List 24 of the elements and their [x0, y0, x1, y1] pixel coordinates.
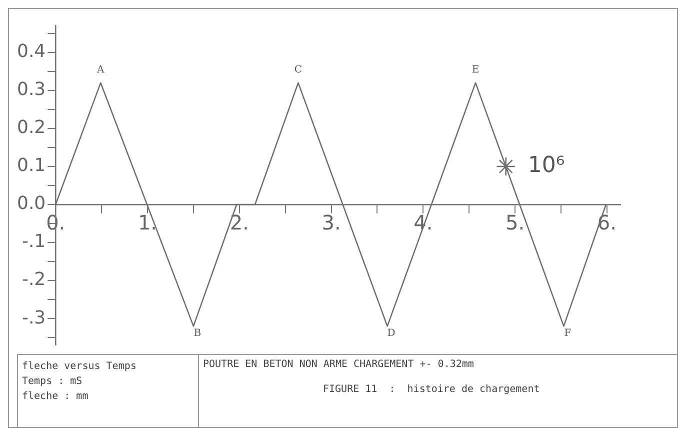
y-tick-label: 0.0 [16, 193, 46, 214]
text: POUTRE EN BETON NON ARME CHARGEMENT +- 0.32mm [203, 359, 475, 370]
caption: FIGURE 11 : histoire de chargement [322, 384, 541, 395]
y-tick-label: 0.1 [16, 155, 46, 176]
y-tick-label: 0.3 [16, 79, 46, 100]
y-tick-label: 0.4 [16, 41, 46, 62]
x-tick-label: 5. [505, 210, 525, 235]
annotation: B [194, 328, 202, 339]
annotation: E [472, 64, 480, 76]
annotation: F [564, 328, 572, 339]
x-tick-label: 1. [138, 210, 158, 235]
annotation: 10⁶ [528, 153, 565, 178]
y-tick-label: -.1 [22, 231, 46, 252]
y-tick-label: -.2 [22, 269, 46, 290]
x-tick-label: 3. [322, 210, 341, 235]
annotation: D [387, 328, 396, 339]
text: fleche versus Temps [22, 360, 138, 374]
x-tick-label: 2. [230, 210, 249, 235]
text: fleche : mm [22, 390, 90, 404]
annotation: C [294, 64, 302, 76]
annotation: A [96, 64, 106, 76]
y-tick-label: 0.2 [16, 117, 46, 138]
y-tick-label: -.3 [22, 307, 46, 328]
text: Temps : mS [22, 375, 84, 389]
